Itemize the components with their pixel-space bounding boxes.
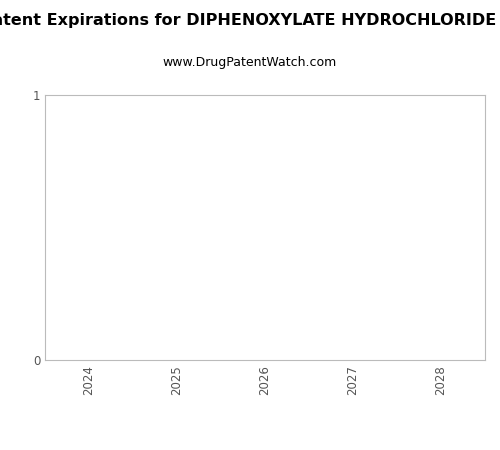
Text: www.DrugPatentWatch.com: www.DrugPatentWatch.com <box>163 56 337 69</box>
Text: Patent Expirations for DIPHENOXYLATE HYDROCHLORIDE W: Patent Expirations for DIPHENOXYLATE HYD… <box>0 14 500 28</box>
